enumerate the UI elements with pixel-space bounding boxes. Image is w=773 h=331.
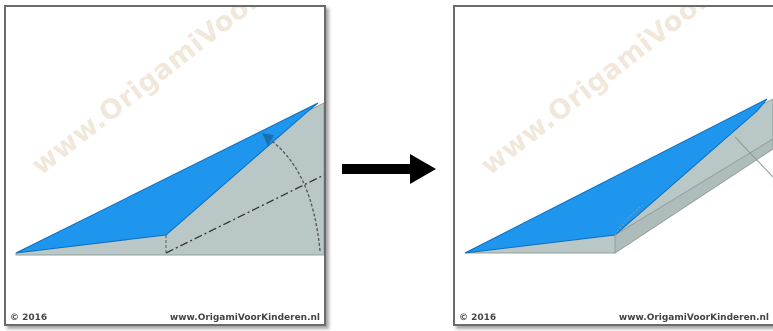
crease-line (614, 204, 644, 236)
paper-front-layer (464, 98, 768, 254)
valley-fold-line (165, 174, 324, 254)
paper-front-layer (15, 102, 319, 254)
copyright-label: © 2016 (459, 313, 497, 323)
fold-direction-arrow (265, 136, 321, 252)
website-label: www.OrigamiVoorKinderen.nl (169, 313, 320, 323)
copyright-label: © 2016 (10, 313, 48, 323)
fold-arrowhead-icon (262, 133, 274, 146)
folded-flap (614, 138, 773, 254)
website-label: www.OrigamiVoorKinderen.nl (618, 313, 769, 323)
fold-result-diagram (464, 98, 773, 254)
fold-step-diagram (15, 102, 324, 256)
right-arrow-icon (342, 154, 436, 184)
step-panel: www.OrigamiVoorKinderen.nl © 2016 www.Or… (4, 5, 326, 326)
result-panel: www.OrigamiVoorKinderen.nl © 2016 www.Or… (453, 5, 773, 326)
crease-line (734, 136, 773, 178)
